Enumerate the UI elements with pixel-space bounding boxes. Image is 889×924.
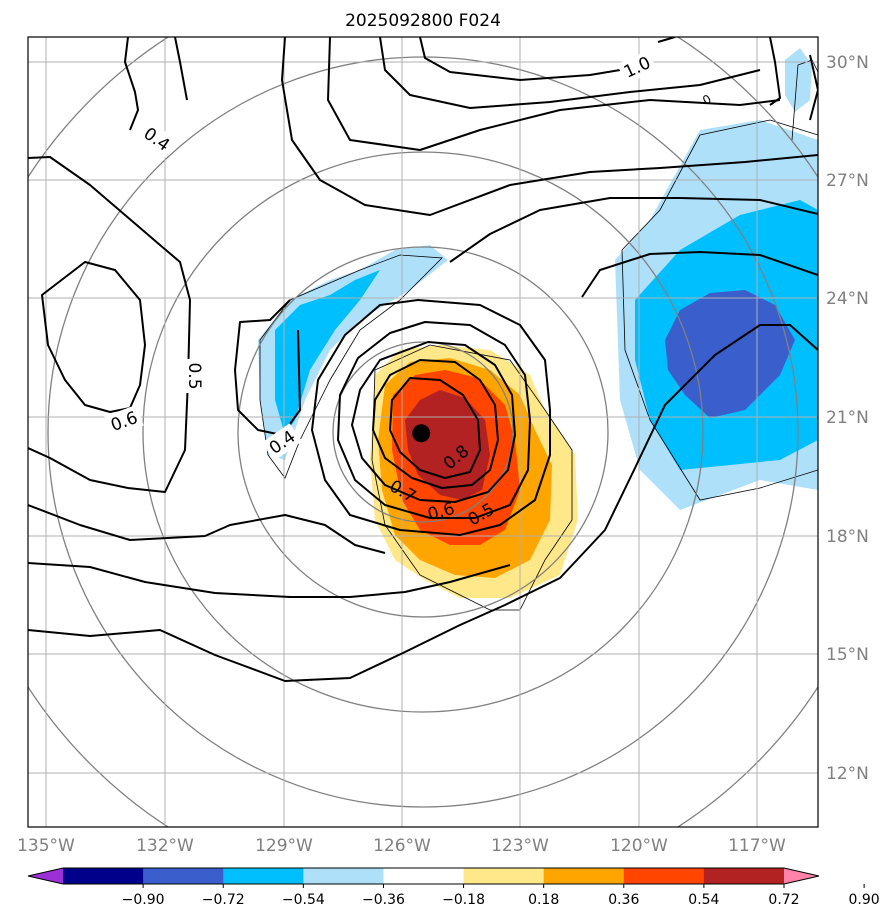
contour-center-2 [337, 321, 531, 519]
contour-label-backing-2 [184, 359, 206, 393]
contour-north-1 [281, 37, 818, 216]
contour-north-east-4 [809, 54, 818, 121]
contour-label-2: 0.5 [184, 362, 204, 389]
thin-outline-west [259, 254, 443, 479]
contour-south-2 [28, 562, 511, 598]
lat-label-30n: 30°N [826, 53, 869, 73]
colorbar-extend-high [784, 868, 819, 884]
colorbar-tick-label: −0.18 [442, 892, 485, 908]
range-ring-4 [47, 56, 799, 808]
range-rings [28, 37, 818, 827]
contour-south-3 [28, 324, 818, 682]
contour-label-backing-9 [616, 49, 658, 85]
negative-anomaly-west [258, 245, 448, 460]
colorbar-tick-label: 0.36 [608, 892, 639, 908]
contour-label-backing-4 [261, 423, 303, 461]
contour-west-inner [41, 261, 146, 413]
lon-label-135w: 135°W [17, 836, 75, 856]
lat-label-15n: 15°N [826, 645, 869, 665]
colorbar-swatch [383, 868, 465, 884]
contour-west-outer [28, 156, 191, 493]
range-ring-2 [237, 246, 609, 618]
colorbar-outline [27, 867, 820, 885]
shade-dark-blue-east [665, 290, 795, 418]
colorbar-swatch [543, 868, 625, 884]
lon-tick-labels: 135°W 132°W 129°W 126°W 123°W 120°W 117°… [17, 836, 786, 856]
map-frame [27, 36, 819, 828]
shade-blue-west [275, 270, 380, 435]
lon-label-129w: 129°W [255, 836, 313, 856]
contour-label-backing-1 [136, 120, 178, 158]
colorbar-swatch [223, 868, 304, 884]
lat-label-27n: 27°N [826, 171, 869, 191]
lon-label-123w: 123°W [491, 836, 549, 856]
range-ring-3 [142, 151, 704, 713]
contour-north-east-3 [769, 37, 781, 106]
contour-north-east-2 [581, 251, 818, 298]
contour-center-5 [389, 377, 481, 479]
map-area: 0.4 0.5 0.6 0.4 0.8 0.7 0.6 0.5 1.0 0 [28, 37, 818, 827]
lat-tick-labels: 30°N 27°N 24°N 21°N 18°N 15°N 12°N [826, 53, 869, 784]
thin-outline-east-bottom [621, 249, 818, 501]
thin-outline-center [371, 344, 573, 611]
colorbar-tick-label: −0.90 [122, 892, 165, 908]
colorbar-tick-label: −0.72 [202, 892, 245, 908]
lon-label-132w: 132°W [136, 836, 194, 856]
negative-anomaly-east [615, 48, 818, 510]
contour-north-4 [419, 37, 621, 81]
colorbar-swatch [623, 868, 705, 884]
shade-light-blue-west [258, 245, 448, 460]
thin-outline-east-top [621, 119, 818, 251]
shade-light-blue-northeast [785, 48, 812, 112]
colorbar-tick-label: 0.90 [849, 892, 880, 908]
range-ring-1 [332, 341, 514, 523]
contour-label-group: 0.4 0.5 0.6 0.4 0.8 0.7 0.6 0.5 1.0 0 [104, 49, 714, 530]
colorbar-tick-label: −0.54 [282, 892, 325, 908]
lat-label-24n: 24°N [826, 289, 869, 309]
colorbar: −0.90 −0.72 −0.54 −0.36 −0.18 0.18 0.36 0.54 0.7… [27, 867, 880, 908]
colorbar-tick-label: 0.54 [688, 892, 719, 908]
lon-label-117w: 117°W [728, 836, 786, 856]
contour-north-west-b [174, 37, 188, 101]
contour-center-4 [372, 359, 499, 489]
lon-label-126w: 126°W [373, 836, 431, 856]
contour-north-east-1 [449, 197, 818, 263]
colorbar-swatch [703, 868, 785, 884]
contours [28, 37, 818, 682]
colorbar-swatch [463, 868, 545, 884]
contour-west-low [234, 299, 301, 436]
colorbar-swatch [63, 868, 144, 884]
contour-center-1 [311, 299, 551, 536]
colorbar-swatch [143, 868, 224, 884]
contour-north-5 [657, 37, 676, 43]
colorbar-tick-label: 0.72 [768, 892, 799, 908]
lon-label-120w: 120°W [610, 836, 668, 856]
contour-center-3 [351, 341, 516, 503]
colorbar-tick-label: −0.36 [362, 892, 405, 908]
contour-north-3 [379, 37, 761, 109]
colorbar-extend-low [28, 868, 63, 884]
contour-north-west-a [124, 37, 139, 131]
colorbar-tick-label: 0.18 [528, 892, 559, 908]
lat-label-18n: 18°N [826, 527, 869, 547]
plot-title: 2025092800 F024 [345, 11, 501, 31]
contour-north-2 [327, 37, 781, 151]
colorbar-swatch [303, 868, 384, 884]
contour-south-1 [28, 504, 386, 554]
lat-label-12n: 12°N [826, 764, 869, 784]
storm-center-marker [412, 424, 431, 443]
contour-label-backing-3 [104, 404, 144, 438]
lat-label-21n: 21°N [826, 408, 869, 428]
